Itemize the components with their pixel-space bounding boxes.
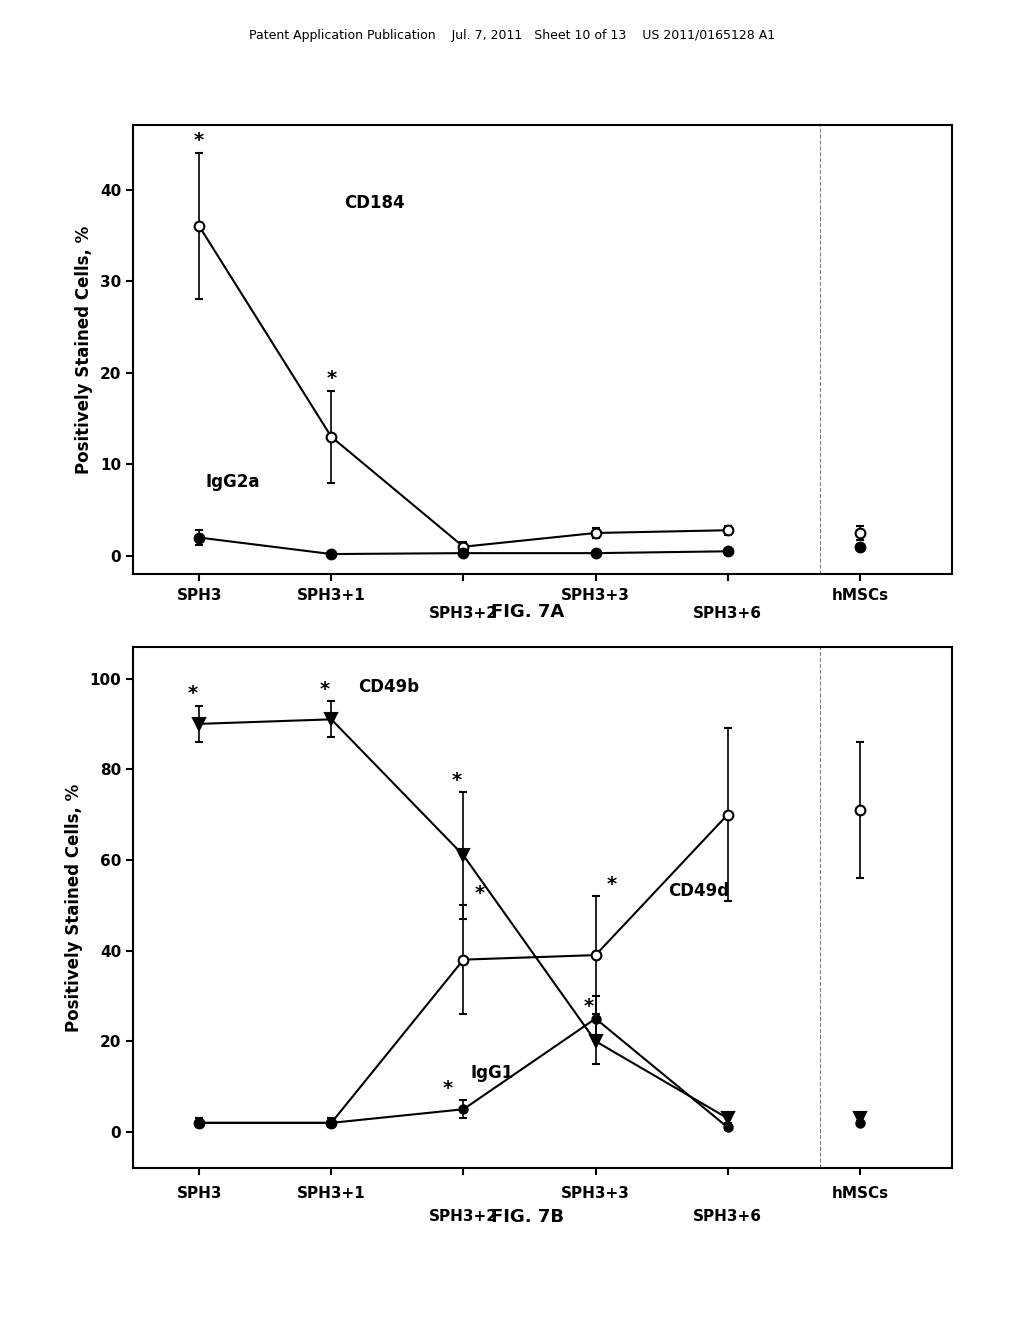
Text: *: * xyxy=(187,685,198,704)
Text: SPH3+2: SPH3+2 xyxy=(429,1209,498,1224)
Text: SPH3+1: SPH3+1 xyxy=(297,587,366,603)
Text: *: * xyxy=(584,998,594,1016)
Text: FIG. 7A: FIG. 7A xyxy=(490,603,564,622)
Text: Patent Application Publication    Jul. 7, 2011   Sheet 10 of 13    US 2011/01651: Patent Application Publication Jul. 7, 2… xyxy=(249,29,775,42)
Text: SPH3: SPH3 xyxy=(176,1187,222,1201)
Text: *: * xyxy=(442,1078,453,1098)
Text: hMSCs: hMSCs xyxy=(831,1187,889,1201)
Text: FIG. 7B: FIG. 7B xyxy=(490,1208,564,1226)
Text: IgG2a: IgG2a xyxy=(206,473,260,491)
Text: SPH3+6: SPH3+6 xyxy=(693,606,762,622)
Text: *: * xyxy=(195,131,204,150)
Text: CD49b: CD49b xyxy=(357,678,419,696)
Y-axis label: Positively Stained Cells, %: Positively Stained Cells, % xyxy=(75,226,93,474)
Text: *: * xyxy=(474,884,484,903)
Text: SPH3+3: SPH3+3 xyxy=(561,1187,630,1201)
Text: CD49d: CD49d xyxy=(669,882,729,900)
Text: *: * xyxy=(452,771,462,789)
Text: SPH3: SPH3 xyxy=(176,587,222,603)
Text: *: * xyxy=(327,370,336,388)
Text: SPH3+1: SPH3+1 xyxy=(297,1187,366,1201)
Text: IgG1: IgG1 xyxy=(470,1064,513,1081)
Text: SPH3+6: SPH3+6 xyxy=(693,1209,762,1224)
Y-axis label: Positively Stained Cells, %: Positively Stained Cells, % xyxy=(65,783,83,1032)
Text: *: * xyxy=(319,680,330,698)
Text: SPH3+3: SPH3+3 xyxy=(561,587,630,603)
Text: CD184: CD184 xyxy=(344,194,406,211)
Text: *: * xyxy=(606,875,616,894)
Text: SPH3+2: SPH3+2 xyxy=(429,606,498,622)
Text: hMSCs: hMSCs xyxy=(831,587,889,603)
